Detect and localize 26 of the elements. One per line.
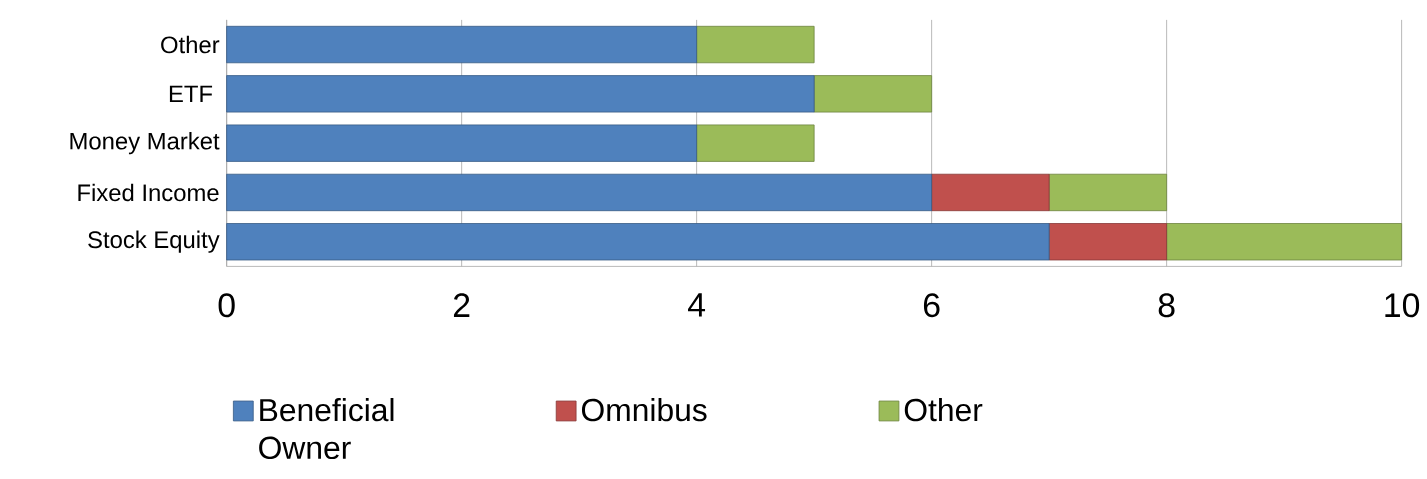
y-tick-label: Fixed Income [78,183,219,202]
bar [696,25,815,64]
bar [226,124,698,162]
x-tick-label: 8 [1158,293,1175,318]
bar [226,173,933,212]
x-tick-label: 10 [1385,293,1420,318]
legend-label: Other [904,397,983,422]
legend-label: Beneficial Owner [259,397,394,460]
x-tick-label: 6 [923,293,940,318]
y-tick-label: Money Market [70,131,220,155]
y-tick-label: Other [161,35,220,54]
bar [1048,173,1168,212]
bar [813,75,933,113]
bar [1048,223,1168,261]
bar [696,124,815,162]
legend-label: Omnibus [581,397,707,422]
y-tick-label: ETF [169,85,213,102]
bar [226,223,1050,261]
x-tick-label: 4 [688,293,706,317]
x-tick-label: 0 [218,293,235,318]
bar [931,173,1050,212]
bar [226,25,698,64]
y-tick-label: Stock Equity [88,230,220,253]
bar [1166,223,1403,261]
x-tick-label: 2 [453,293,470,317]
bar [226,75,815,113]
